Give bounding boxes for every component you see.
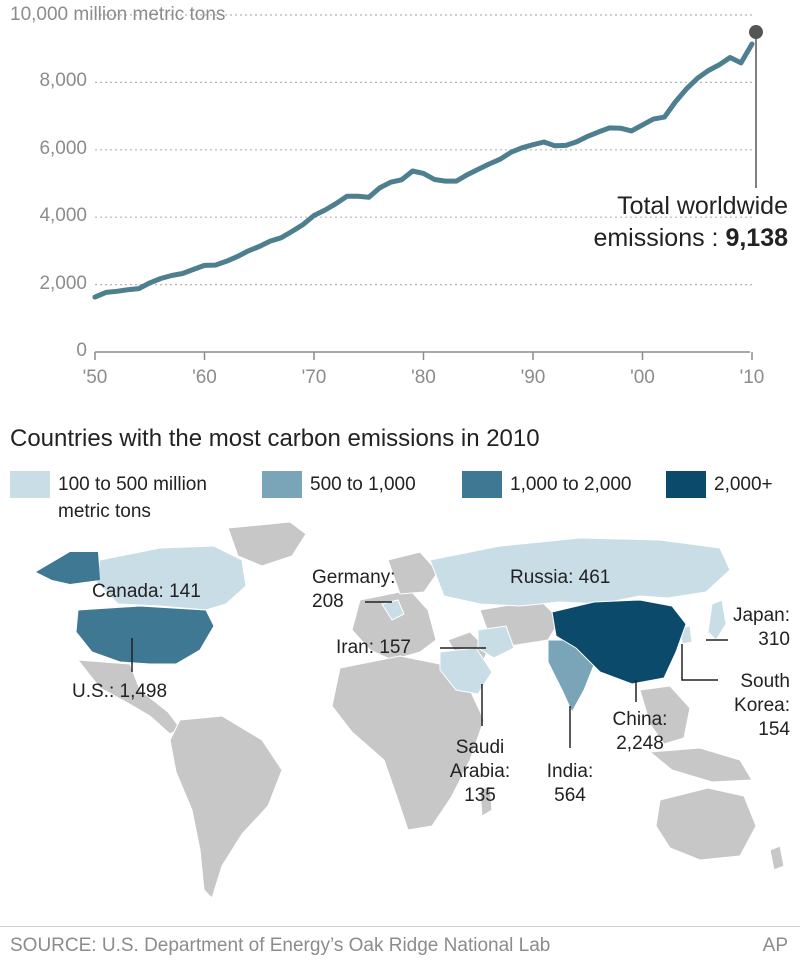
x-tick-label: '60 (192, 367, 217, 388)
x-axis-ticks (94, 352, 753, 360)
madagascar-shape (479, 785, 493, 817)
scandinavia-shape (387, 551, 439, 595)
other-countries (76, 521, 785, 899)
y-tick-label: 0 (76, 340, 87, 361)
x-tick-label: '50 (82, 367, 108, 388)
label-south-korea: South Korea: 154 (734, 671, 790, 740)
legend-label: 2,000+ (714, 474, 773, 495)
emissions-line-chart (92, 14, 763, 360)
label-iran: Iran: 157 (336, 637, 411, 658)
world-map (36, 521, 785, 899)
legend-item-2000-plus: 2,000+ (666, 471, 773, 503)
x-tick-label: '10 (739, 367, 765, 388)
legend-item-1000-2000: 1,000 to 2,000 (462, 471, 632, 503)
endpoint-marker (749, 25, 763, 40)
canada-shape (95, 545, 247, 611)
footer-divider (0, 926, 800, 927)
legend-swatch (10, 471, 50, 498)
map-title: Countries with the most carbon emissions… (10, 425, 540, 452)
total-annotation-line2: emissions : 9,138 (593, 222, 788, 254)
leader-line-south-korea (681, 644, 718, 681)
x-tick-label: '00 (630, 367, 655, 388)
japan-shape (707, 599, 727, 641)
label-india: India: 564 (546, 761, 594, 806)
greenland-shape (227, 521, 307, 567)
australia-shape (655, 787, 757, 861)
total-annotation-prefix: emissions : (593, 224, 726, 252)
europe-shape (351, 589, 437, 661)
label-china: China: 2,248 (612, 709, 668, 754)
legend-label: 100 to 500 million metric tons (58, 474, 207, 522)
credit: AP (762, 935, 788, 956)
series-line-total-emissions (92, 41, 755, 300)
y-tick-label: 6,000 (39, 137, 87, 159)
legend-item-100-500: 100 to 500 million metric tons (10, 471, 250, 522)
china-shape (551, 599, 687, 685)
label-russia: Russia: 461 (510, 567, 611, 588)
label-japan: Japan: 310 (732, 605, 790, 650)
label-us: U.S.: 1,498 (72, 681, 168, 702)
x-tick-label: '70 (301, 367, 327, 388)
label-saudi-arabia: Saudi Arabia: 135 (449, 737, 511, 806)
tier-100-500-countries (95, 537, 731, 695)
label-germany: Germany: 208 (312, 567, 396, 612)
total-annotation: Total worldwide emissions : 9,138 (593, 190, 788, 254)
y-tick-label: 4,000 (39, 205, 87, 227)
leader-lines (131, 601, 728, 748)
legend-item-500-1000: 500 to 1,000 (262, 471, 416, 503)
south-america-shape (169, 715, 283, 899)
new-zealand-shape (769, 845, 785, 871)
legend-swatch (666, 471, 706, 498)
legend-label: 1,000 to 2,000 (510, 474, 632, 495)
legend-swatch (462, 471, 502, 498)
source-note: SOURCE: U.S. Department of Energy’s Oak … (10, 935, 551, 956)
alaska-shape (36, 552, 100, 584)
legend-label: 500 to 1,000 (310, 474, 416, 495)
southeast-asia-shape (639, 685, 691, 745)
germany-shape (381, 599, 405, 621)
russia-shape (429, 537, 731, 607)
indonesia-shape (648, 747, 753, 783)
total-annotation-line1: Total worldwide (617, 192, 788, 220)
x-tick-label: '80 (411, 367, 436, 388)
iran-shape (477, 625, 515, 659)
us-shape (75, 605, 215, 665)
label-canada: Canada: 141 (92, 581, 201, 602)
y-tick-label: 8,000 (39, 70, 87, 92)
y-tick-label: 2,000 (39, 272, 87, 294)
x-tick-label: '90 (520, 367, 546, 388)
legend-swatch (262, 471, 302, 498)
total-annotation-value: 9,138 (725, 224, 788, 252)
y-axis-unit-label: 10,000 million metric tons (10, 4, 226, 25)
